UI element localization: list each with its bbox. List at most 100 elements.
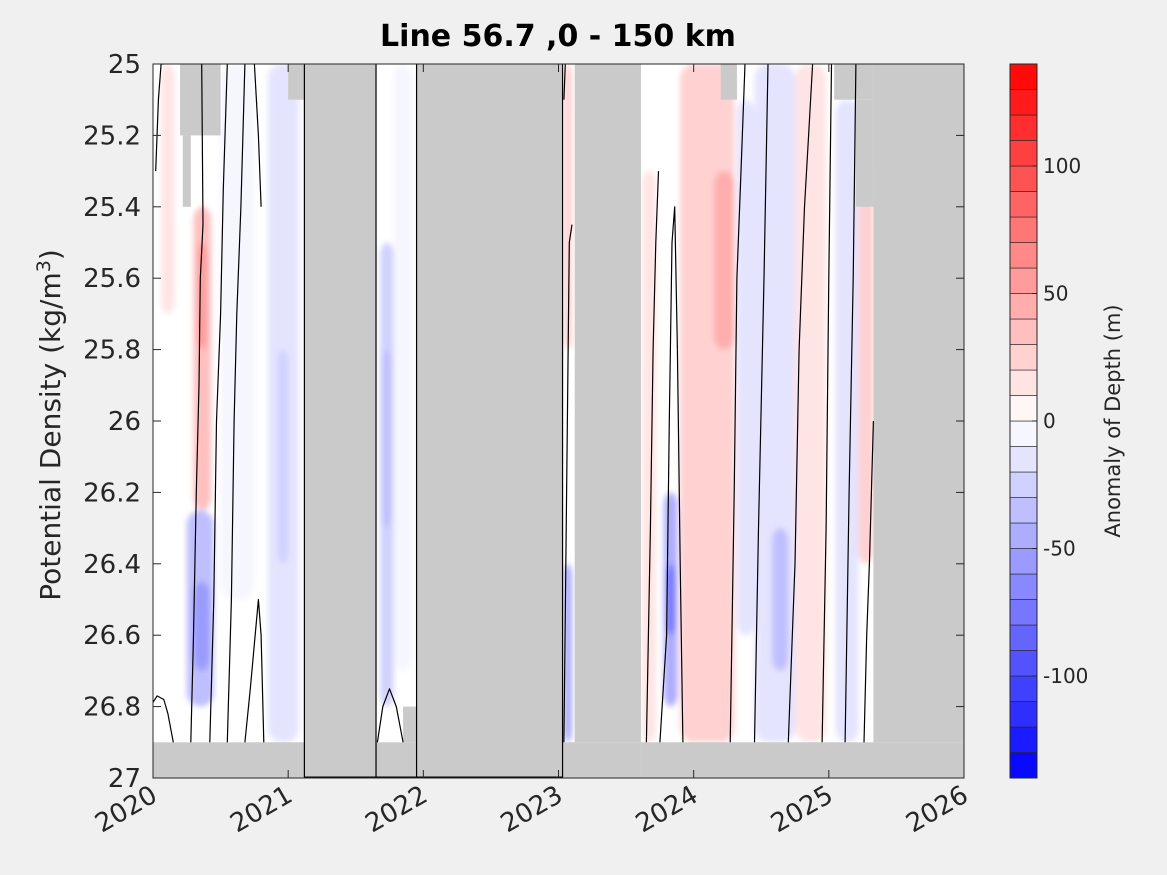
anomaly-patch — [193, 581, 210, 671]
contour-line — [676, 349, 684, 743]
contour-line — [753, 64, 769, 743]
contour-line — [863, 420, 874, 743]
colorbar-step — [1009, 624, 1038, 651]
colorbar-step — [1009, 599, 1038, 626]
contour-line — [821, 64, 833, 743]
zero-contours — [153, 64, 874, 743]
no-data-region — [720, 64, 737, 100]
colorbar-step — [1009, 650, 1038, 677]
colorbar-step — [1009, 216, 1038, 243]
contour-line — [787, 64, 814, 743]
y-tick-label: 25.6 — [83, 264, 141, 294]
contour-line — [226, 64, 246, 743]
no-data-region — [855, 99, 874, 207]
no-data-region — [403, 706, 417, 743]
anomaly-patch — [563, 64, 573, 350]
anomaly-patch — [713, 171, 735, 350]
colorbar-tick-label: 100 — [1043, 154, 1081, 178]
colorbar-tick-label: 50 — [1043, 282, 1068, 306]
y-tick-label: 25 — [108, 50, 141, 80]
colorbar-step — [1009, 344, 1038, 371]
no-data-region — [376, 742, 417, 778]
anomaly-patch — [795, 64, 827, 743]
y-tick-label: 26.2 — [83, 478, 141, 508]
contour-line — [563, 224, 573, 743]
colorbar-step — [1009, 242, 1038, 269]
colorbar-step — [1009, 548, 1038, 575]
y-tick-label: 25.8 — [83, 336, 141, 366]
anomaly-patch — [680, 64, 735, 743]
colorbar-step — [1009, 675, 1038, 702]
y-axis: 25 25.2 25.4 25.6 25.8 26 26.2 26.4 26.6 26.8 27 — [83, 50, 964, 794]
colorbar-step — [1009, 522, 1038, 549]
no-data-region — [416, 64, 563, 778]
no-data-region — [288, 64, 305, 100]
colorbar-step — [1009, 420, 1038, 447]
anomaly-patch — [393, 64, 413, 671]
y-tick-label: 25.4 — [83, 193, 141, 223]
x-tick-label: 2021 — [225, 780, 297, 839]
contour-line — [844, 64, 857, 743]
y-tick-label: 26.8 — [83, 693, 141, 723]
contour-line — [376, 688, 404, 743]
no-data-region — [182, 135, 191, 207]
colorbar-tick-label: -100 — [1043, 664, 1088, 688]
colorbar-step — [1009, 752, 1038, 779]
y-tick-label: 26.4 — [83, 550, 141, 580]
contour-line — [244, 598, 265, 743]
colorbar-steps — [1009, 63, 1038, 779]
anomaly-patch — [277, 349, 289, 564]
no-data-region — [153, 742, 305, 778]
anomaly-patch — [666, 563, 675, 636]
colorbar-step — [1009, 471, 1038, 498]
anomaly-patch — [220, 64, 255, 600]
colorbar-step — [1009, 114, 1038, 141]
y-tick-label: 25.2 — [83, 121, 141, 151]
x-tick-label: 2025 — [766, 780, 838, 839]
anomaly-patch — [858, 171, 874, 564]
contour-line — [645, 171, 660, 743]
no-data-region — [562, 742, 641, 778]
y-tick-label: 26 — [108, 407, 141, 437]
y-axis-label-close: ) — [34, 249, 67, 260]
anomaly-patch — [736, 99, 755, 636]
contour-line — [209, 64, 228, 743]
y-axis-label-main: Potential Density (kg/m — [34, 272, 67, 601]
colorbar-step — [1009, 701, 1038, 728]
contour-line — [153, 695, 174, 743]
colorbar-axis: -100 -50 0 50 100 — [1032, 154, 1088, 688]
colorbar-step — [1009, 318, 1038, 345]
x-tick-label: 2023 — [496, 780, 568, 839]
y-axis-label-superscript: 3 — [33, 260, 55, 272]
colorbar-step — [1009, 293, 1038, 320]
contour-line — [659, 206, 678, 743]
no-data-region — [574, 64, 641, 743]
colorbar-step — [1009, 165, 1038, 192]
colorbar: -100 -50 0 50 100 Anomaly of Depth (m) — [1009, 63, 1125, 779]
contour-line — [253, 64, 262, 207]
contour-line — [729, 64, 746, 743]
anomaly-patch — [772, 528, 789, 671]
chart-title: Line 56.7 ,0 - 150 km — [380, 19, 736, 54]
y-axis-label: Potential Density (kg/m3) — [33, 249, 67, 601]
colorbar-step — [1009, 446, 1038, 473]
colorbar-step — [1009, 573, 1038, 600]
no-data-region — [640, 742, 964, 778]
colorbar-step — [1009, 63, 1038, 90]
no-data-region — [180, 64, 221, 136]
colorbar-step — [1009, 497, 1038, 524]
x-tick-label: 2024 — [631, 780, 703, 839]
contour-line — [190, 64, 204, 743]
no-data-region — [834, 64, 874, 100]
anomaly-patch — [161, 64, 175, 314]
colorbar-step — [1009, 369, 1038, 396]
colorbar-step — [1009, 191, 1038, 218]
colorbar-step — [1009, 395, 1038, 422]
colorbar-tick-label: 0 — [1043, 409, 1056, 433]
no-data-region — [304, 64, 377, 778]
colorbar-step — [1009, 267, 1038, 294]
anomaly-patch — [382, 349, 391, 529]
colorbar-step — [1009, 140, 1038, 167]
no-data-mask — [153, 64, 964, 778]
